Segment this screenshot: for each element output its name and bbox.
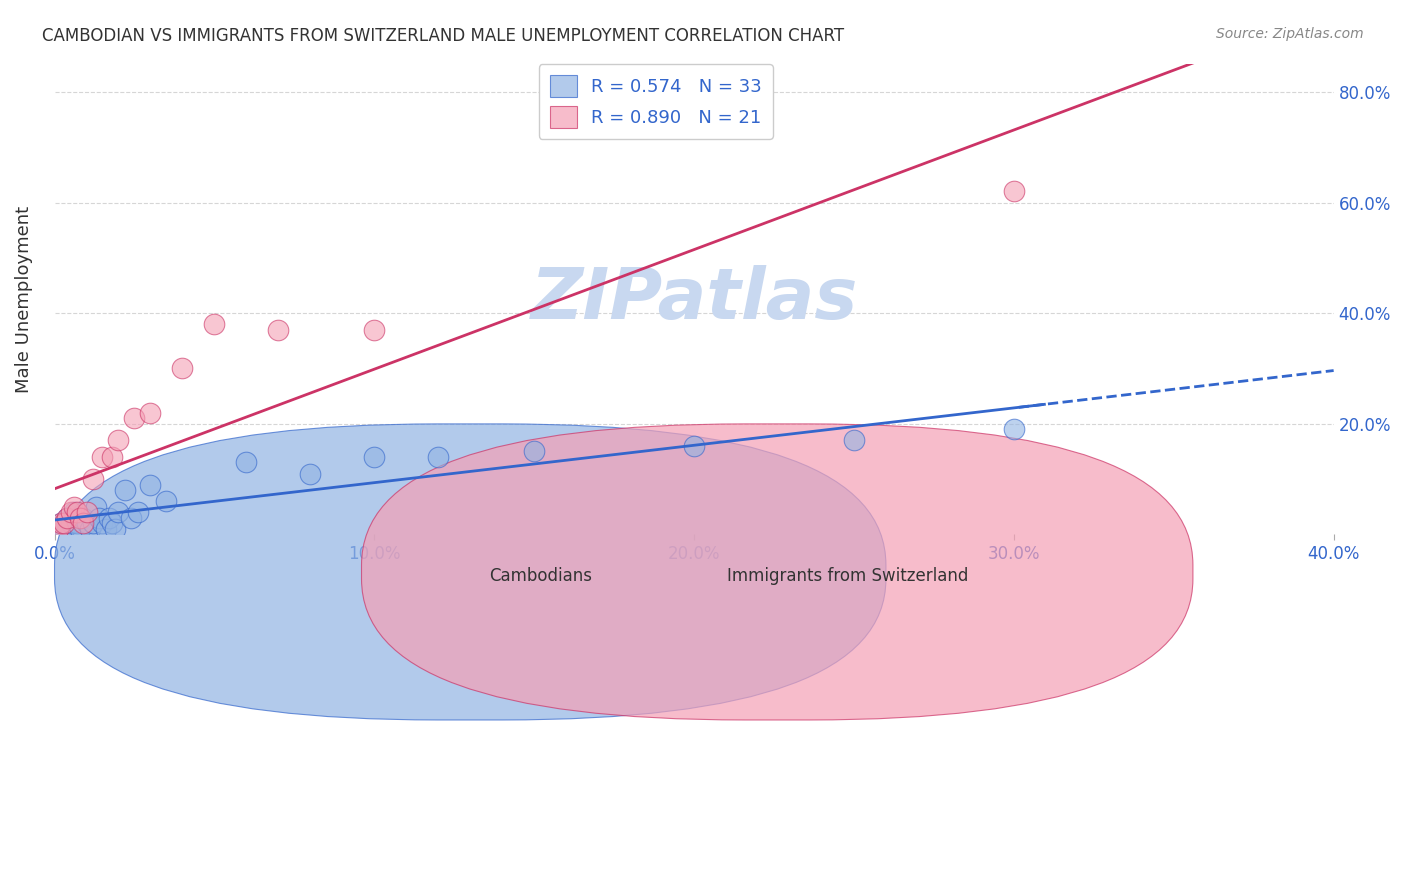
Point <box>842 434 865 448</box>
Point <box>97 510 120 524</box>
Point <box>49 516 72 531</box>
Point <box>66 516 89 531</box>
Point <box>72 510 94 524</box>
Legend: R = 0.574   N = 33, R = 0.890   N = 21: R = 0.574 N = 33, R = 0.890 N = 21 <box>538 64 773 138</box>
Point <box>62 505 84 519</box>
Point <box>53 522 76 536</box>
Point <box>82 516 104 531</box>
Point <box>49 516 72 531</box>
Point <box>91 450 114 464</box>
Point <box>53 516 76 531</box>
Point <box>46 522 69 536</box>
Text: ZIPatlas: ZIPatlas <box>530 265 858 334</box>
Point <box>114 483 136 497</box>
Point <box>76 505 98 519</box>
Text: CAMBODIAN VS IMMIGRANTS FROM SWITZERLAND MALE UNEMPLOYMENT CORRELATION CHART: CAMBODIAN VS IMMIGRANTS FROM SWITZERLAND… <box>42 27 845 45</box>
Point <box>235 455 257 469</box>
Point <box>82 472 104 486</box>
Point <box>107 505 129 519</box>
Point <box>139 406 162 420</box>
Point <box>89 510 111 524</box>
Point <box>523 444 546 458</box>
Point <box>299 467 322 481</box>
Text: Immigrants from Switzerland: Immigrants from Switzerland <box>727 567 969 585</box>
FancyBboxPatch shape <box>55 424 886 720</box>
Point <box>172 361 194 376</box>
Point <box>155 494 177 508</box>
Point <box>104 522 127 536</box>
Point <box>72 516 94 531</box>
Point <box>139 477 162 491</box>
Point <box>56 510 79 524</box>
Point <box>107 434 129 448</box>
Point <box>79 522 101 536</box>
Text: Source: ZipAtlas.com: Source: ZipAtlas.com <box>1216 27 1364 41</box>
Point <box>101 516 124 531</box>
Text: Cambodians: Cambodians <box>489 567 592 585</box>
Point <box>363 450 385 464</box>
Point <box>59 516 82 531</box>
Point <box>124 411 146 425</box>
Point <box>683 439 706 453</box>
Point <box>69 510 91 524</box>
Point <box>267 323 290 337</box>
Point <box>204 317 226 331</box>
Point <box>62 500 84 514</box>
Point <box>1002 185 1025 199</box>
Point <box>94 522 117 536</box>
Point <box>120 510 142 524</box>
Point <box>101 450 124 464</box>
Point <box>66 505 89 519</box>
Point <box>427 450 450 464</box>
Point <box>127 505 149 519</box>
Point <box>84 500 107 514</box>
Point <box>363 323 385 337</box>
Point <box>76 516 98 531</box>
Point <box>46 522 69 536</box>
Y-axis label: Male Unemployment: Male Unemployment <box>15 206 32 392</box>
Point <box>59 505 82 519</box>
Point <box>56 510 79 524</box>
FancyBboxPatch shape <box>361 424 1192 720</box>
Point <box>1002 422 1025 436</box>
Point <box>91 516 114 531</box>
Point <box>69 522 91 536</box>
